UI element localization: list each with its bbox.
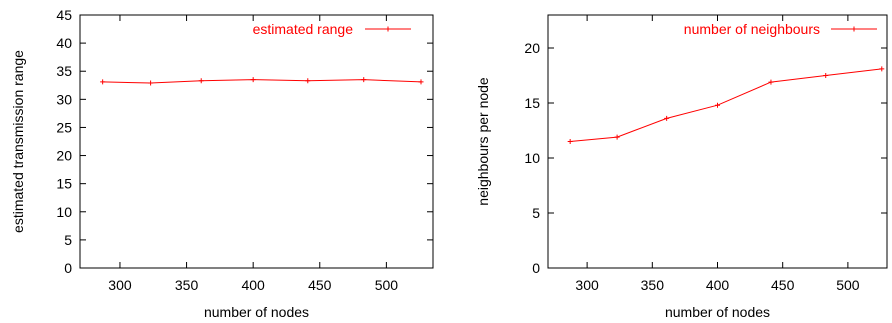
chart-2: 0 5 10 15 20 300 350 400 450 500 number of nodes ne… — [475, 14, 888, 320]
x-tick-label: 400 — [706, 277, 730, 293]
y-tick-label: 5 — [532, 205, 540, 221]
x-tick-label: 350 — [641, 277, 665, 293]
data-point — [148, 80, 154, 86]
legend-label: number of neighbours — [684, 21, 820, 37]
data-point — [567, 139, 573, 144]
x-tick-label: 300 — [575, 277, 599, 293]
legend-label: estimated range — [253, 21, 354, 37]
data-point — [305, 78, 311, 84]
y-tick-label: 0 — [532, 260, 540, 276]
y-tick-label: 5 — [64, 232, 72, 248]
data-point — [823, 73, 829, 78]
y-tick-label: 0 — [64, 260, 72, 276]
y-tick-label: 10 — [524, 150, 540, 166]
x-tick-label: 500 — [375, 277, 399, 293]
y-axis-label: neighbours per node — [475, 77, 491, 206]
x-tick-label: 350 — [175, 277, 199, 293]
y-tick-label: 25 — [56, 119, 72, 135]
plot-frame — [547, 14, 888, 269]
series-line — [570, 68, 882, 142]
x-tick-label: 500 — [836, 277, 860, 293]
legend-marker — [385, 26, 391, 32]
data-point — [664, 115, 670, 121]
y-axis-label: estimated transmission range — [10, 50, 26, 233]
data-point — [361, 77, 367, 83]
data-point — [768, 79, 774, 85]
y-tick-label: 15 — [56, 176, 72, 192]
data-point — [198, 78, 204, 84]
data-point — [250, 77, 256, 83]
chart-1: 0 5 10 15 20 25 30 35 40 45 300 350 400 450 500 number … — [10, 7, 434, 320]
data-point — [715, 102, 720, 108]
x-axis-label: number of nodes — [665, 304, 770, 320]
x-tick-label: 450 — [771, 277, 795, 293]
x-tick-label: 300 — [108, 277, 132, 293]
y-tick-label: 30 — [56, 91, 72, 107]
y-tick-label: 20 — [524, 40, 540, 56]
x-axis-label: number of nodes — [204, 304, 309, 320]
y-tick-label: 45 — [56, 7, 72, 23]
data-point — [418, 79, 424, 85]
plot-frame — [79, 14, 434, 269]
y-tick-label: 15 — [524, 95, 540, 111]
data-point — [879, 66, 885, 72]
legend-marker — [851, 26, 857, 32]
y-tick-label: 35 — [56, 63, 72, 79]
data-point — [614, 134, 620, 140]
y-tick-label: 20 — [56, 148, 72, 164]
y-tick-label: 10 — [56, 204, 72, 220]
x-tick-label: 400 — [241, 277, 265, 293]
data-point — [100, 79, 106, 85]
y-tick-label: 40 — [56, 35, 72, 51]
x-tick-label: 450 — [308, 277, 332, 293]
